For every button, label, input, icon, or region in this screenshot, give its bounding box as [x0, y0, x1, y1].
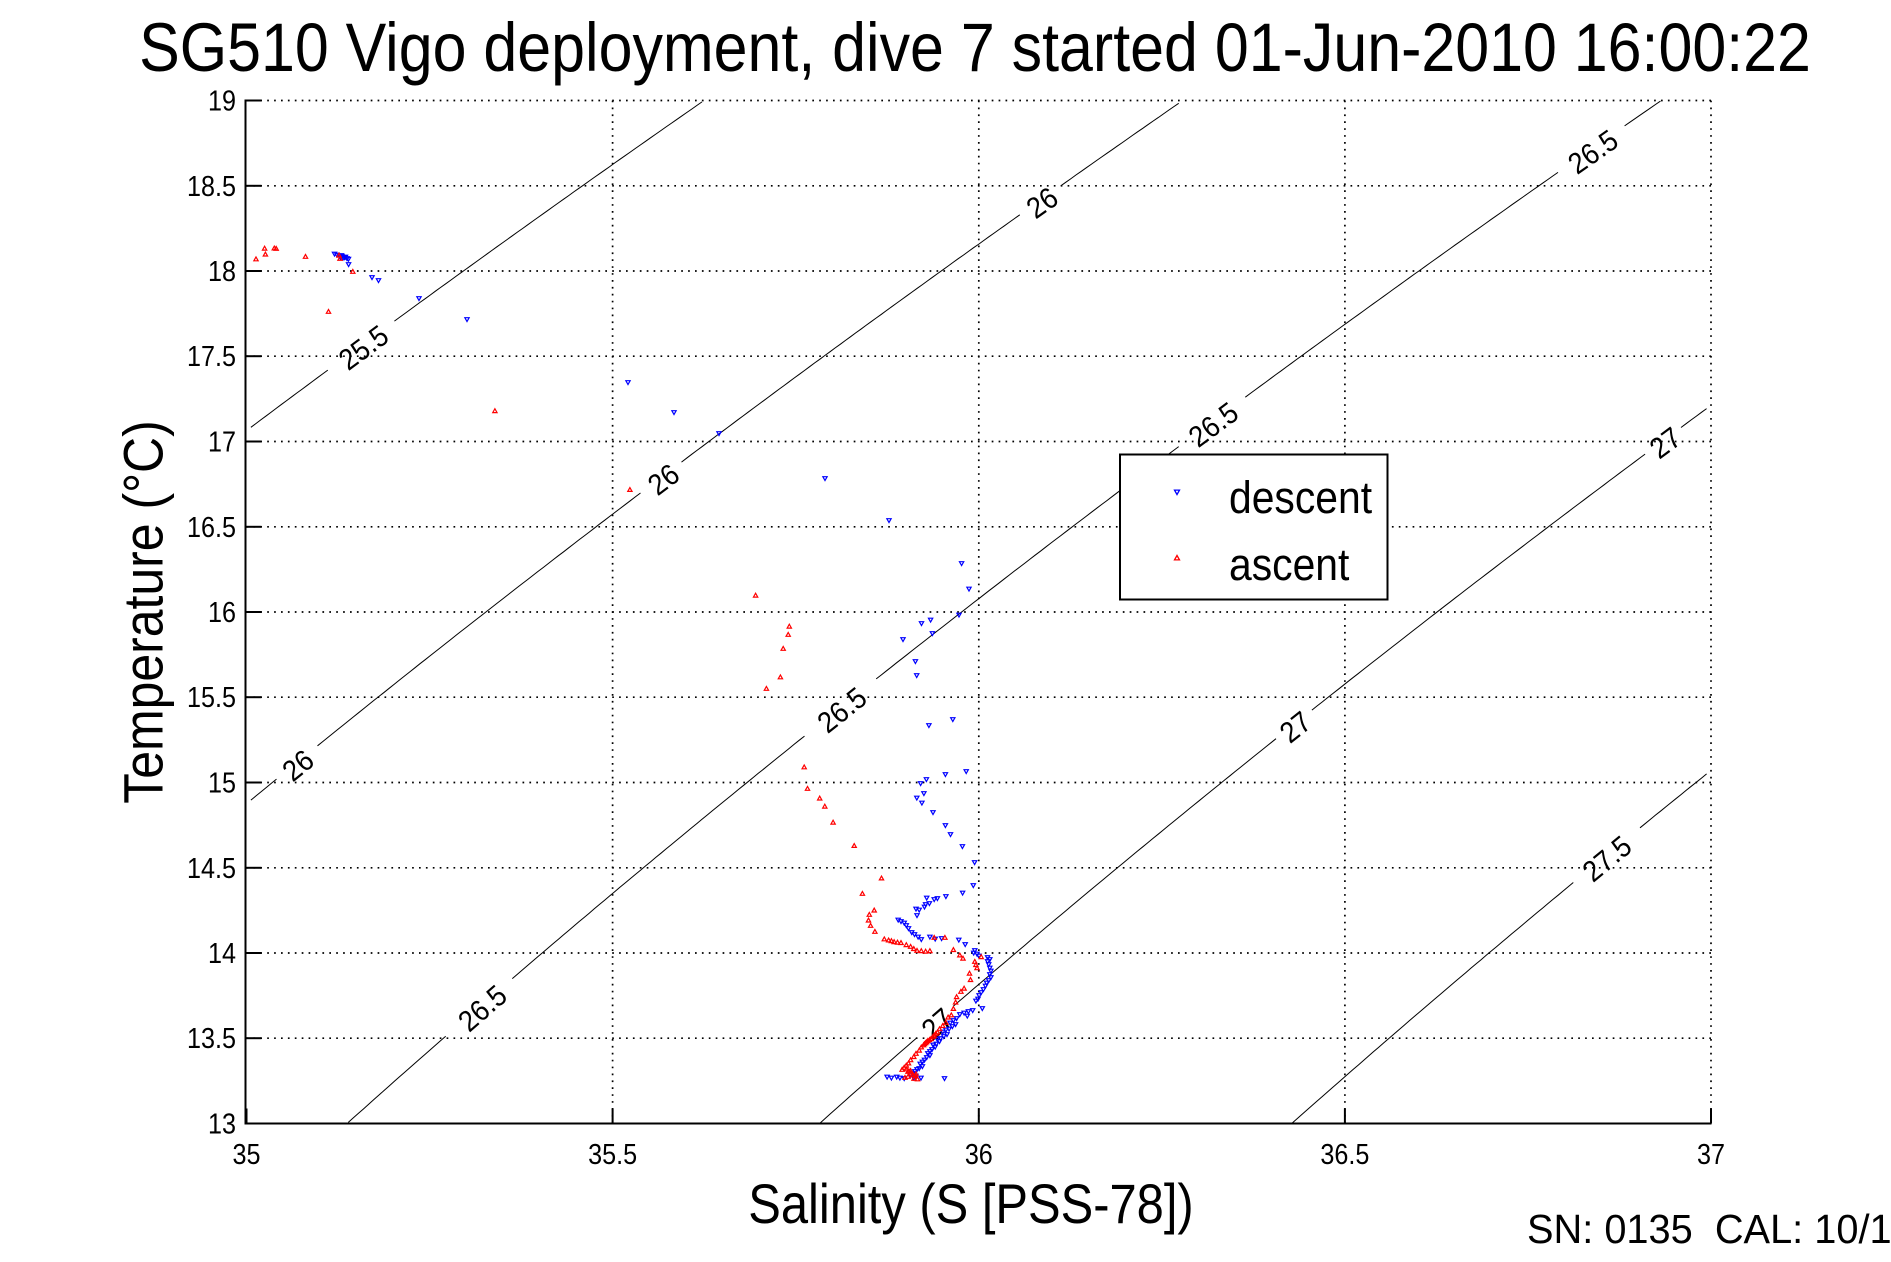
svg-text:19: 19 [208, 85, 236, 117]
svg-text:SN: 0135 CAL: 10/11/09: SN: 0135 CAL: 10/11/09 [1527, 1205, 1891, 1252]
svg-text:13.5: 13.5 [187, 1023, 236, 1055]
svg-text:36: 36 [965, 1139, 993, 1171]
svg-text:36.5: 36.5 [1320, 1139, 1369, 1171]
svg-text:14.5: 14.5 [187, 852, 236, 884]
svg-text:17.5: 17.5 [187, 341, 236, 373]
svg-text:13: 13 [208, 1108, 236, 1140]
svg-text:15.5: 15.5 [187, 682, 236, 714]
svg-text:37: 37 [1697, 1139, 1725, 1171]
svg-text:35.5: 35.5 [588, 1139, 637, 1171]
svg-text:16.5: 16.5 [187, 511, 236, 543]
svg-text:14: 14 [208, 938, 236, 970]
svg-text:ascent: ascent [1229, 540, 1349, 590]
svg-text:15: 15 [208, 767, 236, 799]
svg-text:Temperature (°C): Temperature (°C) [113, 420, 175, 803]
svg-text:17: 17 [208, 426, 236, 458]
svg-text:18.5: 18.5 [187, 170, 236, 202]
svg-text:SG510 Vigo deployment, dive 7: SG510 Vigo deployment, dive 7 started 01… [139, 8, 1811, 85]
svg-text:35: 35 [233, 1139, 261, 1171]
svg-text:descent: descent [1229, 473, 1372, 523]
svg-text:18: 18 [208, 256, 236, 288]
svg-text:16: 16 [208, 597, 236, 629]
svg-text:Salinity (S [PSS-78]): Salinity (S [PSS-78]) [748, 1173, 1193, 1236]
